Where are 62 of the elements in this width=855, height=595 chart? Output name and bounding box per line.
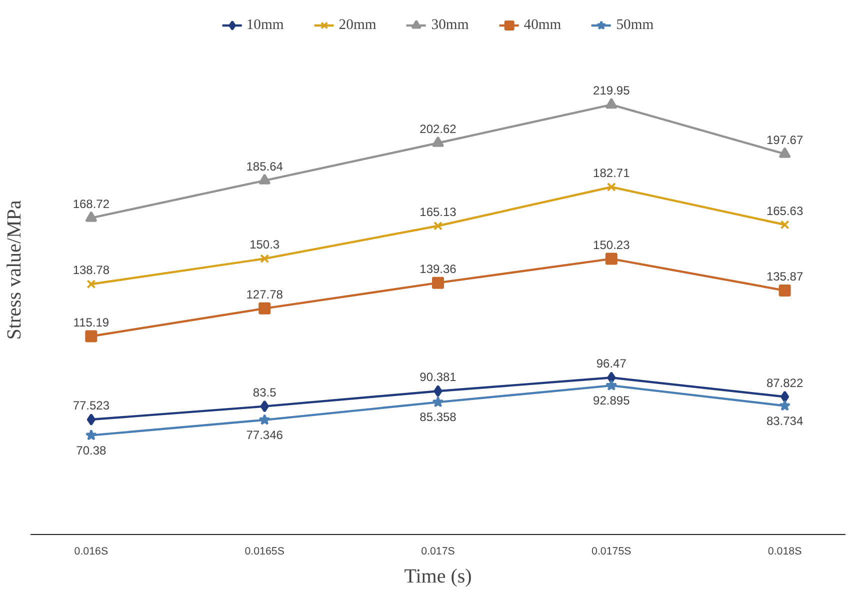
point [258,174,271,184]
legend-label: 50mm [616,16,654,34]
legend-label: 20mm [338,16,376,34]
x-axis-title: Time (s) [404,566,472,588]
data-label: 83.734 [766,414,804,428]
point [433,221,443,230]
point [260,400,269,412]
data-label: 90.381 [420,370,457,384]
data-label: 139.36 [420,262,457,276]
data-label: 182.71 [593,166,630,180]
point [780,390,790,403]
point [258,414,270,425]
data-label: 77.346 [246,428,284,442]
data-label: 202.62 [420,122,457,136]
data-label: 150.3 [250,238,280,252]
y-axis-title: Stress value/MPa [4,200,26,340]
point [85,330,98,342]
point [432,276,444,289]
legend-label: 30mm [431,16,469,34]
point [605,252,618,265]
point [86,414,96,426]
point [778,147,791,158]
data-label: 197.67 [766,132,804,147]
point [432,396,444,408]
data-label: 87.822 [766,376,804,390]
data-label: 138.78 [72,263,110,278]
data-label: 92.895 [593,394,630,408]
point [607,372,616,384]
point [432,136,444,147]
point [606,182,616,192]
data-label: 85.358 [420,410,457,424]
point [260,254,270,264]
data-label: 165.13 [420,204,457,219]
x-tick-label: 0.016S [74,546,108,558]
point [86,280,96,289]
x-tick-label: 0.0165S [244,546,284,558]
x-tick-label: 0.0175S [592,546,632,558]
data-label: 150.23 [593,238,630,252]
data-label: 135.87 [766,270,804,284]
point [258,302,271,314]
data-label: 70.38 [76,443,107,458]
point [606,380,618,391]
x-tick-label: 0.018S [768,546,802,558]
point [778,284,791,297]
data-label: 127.78 [246,287,284,302]
data-label: 83.5 [252,385,277,400]
data-label: 219.95 [593,84,630,98]
data-label: 77.523 [72,398,110,413]
point [605,98,618,109]
point [85,429,97,440]
data-label: 96.47 [596,356,627,371]
data-label: 185.64 [246,160,284,174]
data-label: 168.72 [72,196,110,211]
data-label: 165.63 [766,204,804,218]
legend-label: 10mm [246,16,284,34]
point [85,211,98,222]
x-tick-label: 0.017S [421,546,455,558]
data-label: 115.19 [73,315,110,330]
point [779,400,791,411]
legend-label: 40mm [524,16,562,34]
point [434,385,442,398]
point [780,220,790,230]
